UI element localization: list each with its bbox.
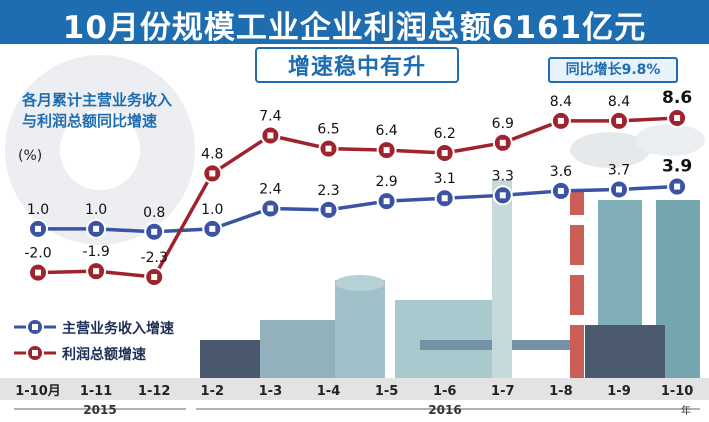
chart-description-line1: 各月累计主营业务收入 [22,91,173,109]
year-label-2015: 2015 [83,403,116,417]
title-bar [0,0,709,44]
revenue-point [667,176,688,197]
x-tick-label: 1-10 [661,384,694,399]
y-axis-unit: (%) [18,148,43,164]
revenue-value-label: 3.6 [550,164,572,180]
profit-value-label: 6.5 [317,122,339,138]
x-tick-label: 1-4 [317,384,341,399]
profit-point [376,140,397,161]
legend-marker-revenue [14,318,56,336]
year-suffix: 年 [681,404,691,417]
profit-value-label: 4.8 [201,146,223,162]
chart-description-line2: 与利润总额同比增速 [22,112,158,130]
subtitle: 增速稳中有升 [287,55,426,80]
profit-point [609,110,629,131]
factory-illustration [200,124,705,378]
profit-value-label: -2.3 [141,250,168,266]
revenue-value-label: 1.0 [201,202,223,218]
profit-point [28,262,48,283]
gear-illustration [5,55,195,245]
revenue-point [492,185,513,206]
revenue-value-label: 1.0 [27,202,49,218]
revenue-point [202,218,223,239]
x-tick-label: 1-10月 [15,384,61,399]
revenue-value-label: 0.8 [143,205,165,221]
profit-value-label: -1.9 [82,244,109,260]
profit-value-label: 6.2 [434,126,456,142]
revenue-value-label: 3.7 [608,162,630,178]
revenue-point [434,188,455,209]
subtitle-frame [255,47,459,83]
revenue-point [318,199,339,220]
revenue-point [376,191,397,212]
profit-value-label: 8.4 [550,94,572,110]
profit-point [434,143,455,164]
year-label-2016: 2016 [428,403,461,417]
x-tick-label: 1-12 [138,384,171,399]
x-tick-label: 1-6 [433,384,457,399]
profit-point [144,267,165,287]
x-axis-band [0,378,709,400]
revenue-value-label: 1.0 [85,202,107,218]
x-tick-label: 1-11 [80,384,113,399]
profit-point [202,163,223,184]
revenue-value-label: 3.1 [434,171,456,187]
x-tick-label: 1-2 [201,384,225,399]
profit-value-label: 8.6 [662,88,692,108]
profit-value-label: 8.4 [608,94,630,110]
x-tick-label: 1-8 [549,384,573,399]
page-title: 10月份规模工业企业利润总额6161亿元 [62,10,647,46]
profit-point [492,132,513,153]
x-tick-label: 1-5 [375,384,399,399]
revenue-point [260,198,281,219]
profit-value-label: 7.4 [259,109,281,125]
profit-point [667,108,688,128]
x-tick-label: 1-7 [491,384,515,399]
profit-value-label: -2.0 [24,246,51,262]
revenue-value-label: 3.9 [662,157,692,177]
legend-label-revenue: 主营业务收入增速 [62,321,174,337]
revenue-value-label: 2.9 [375,174,397,190]
revenue-point [550,180,571,201]
profit-point [550,110,571,131]
revenue-value-label: 2.4 [259,181,281,197]
revenue-point [609,179,629,200]
profit-value-label: 6.4 [375,123,397,139]
x-tick-label: 1-3 [259,384,283,399]
profit-point [86,261,107,282]
growth-badge: 同比增长9.8% [548,57,678,83]
revenue-value-label: 3.3 [492,168,514,184]
profit-point [318,138,339,159]
profit-point [260,125,281,146]
revenue-value-label: 2.3 [317,183,339,199]
revenue-point [86,218,107,239]
chart-description: 各月累计主营业务收入 与利润总额同比增速 [22,90,172,132]
revenue-point [144,221,165,242]
x-tick-label: 1-9 [607,384,631,399]
legend-marker-profit [14,344,56,362]
profit-value-label: 6.9 [492,116,514,132]
revenue-point [28,218,48,239]
legend-label-profit: 利润总额增速 [62,347,146,363]
